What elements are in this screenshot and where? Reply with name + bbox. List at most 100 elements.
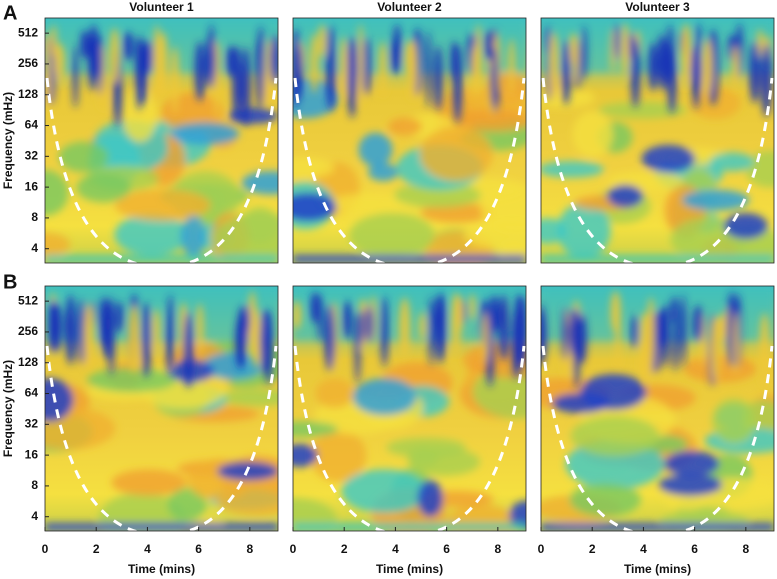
heatmap-stripes	[293, 23, 515, 124]
heatmap-blob	[76, 173, 131, 203]
heatmap-stripes	[45, 23, 278, 128]
heatmap-stripe	[692, 43, 700, 110]
heatmap-stripe	[657, 308, 667, 345]
heatmap-stripe	[561, 40, 571, 105]
heatmap-blob	[293, 498, 338, 531]
heatmap-stripe	[749, 41, 761, 104]
heatmap-blob	[87, 367, 177, 393]
heatmap-bottom	[541, 255, 774, 263]
heatmap-stripe	[434, 297, 442, 338]
y-tick-label: 128	[18, 87, 38, 101]
heatmap	[541, 18, 774, 263]
heatmap-stripe	[419, 312, 427, 342]
x-tick-label: 8	[246, 542, 253, 556]
heatmap-stripe	[318, 24, 327, 58]
heatmap-stripe	[378, 41, 388, 97]
heatmap-stripe	[153, 24, 161, 105]
heatmap-stripe	[269, 35, 278, 85]
heatmap-stripe	[490, 47, 498, 109]
heatmap-stripe	[498, 294, 509, 361]
panel-title: Volunteer 2	[377, 0, 442, 14]
heatmap-stripe	[453, 44, 463, 124]
heatmap-stripe	[469, 293, 476, 321]
panel-title: Volunteer 1	[129, 0, 194, 14]
heatmap	[541, 286, 774, 531]
heatmap-blob	[293, 443, 318, 468]
heatmap	[293, 18, 526, 263]
heatmap-stripe	[659, 37, 668, 92]
heatmap-stripe	[357, 23, 364, 104]
heatmap-blob	[171, 122, 240, 145]
heatmap-stripe	[256, 42, 265, 110]
heatmap-stripe	[702, 39, 713, 96]
heatmap-blob	[572, 111, 613, 158]
heatmap-blob	[641, 144, 696, 173]
y-tick-label: 512	[18, 25, 38, 39]
heatmap-stripe	[647, 297, 655, 375]
heatmap-stripe	[577, 313, 587, 365]
heatmap-stripe	[158, 32, 168, 99]
heatmap-blob	[358, 132, 393, 167]
y-tick-label: 128	[18, 355, 38, 369]
cone-of-influence	[541, 345, 774, 531]
heatmap-stripe	[610, 27, 616, 75]
heatmap-blob	[167, 487, 207, 522]
x-tick-label: 8	[742, 542, 749, 556]
heatmap	[293, 286, 526, 531]
heatmap-blob	[557, 202, 611, 259]
plot-frame	[540, 285, 775, 532]
y-tick-label: 4	[31, 241, 38, 255]
heatmap-stripe	[482, 312, 489, 364]
heatmap	[45, 286, 278, 531]
heatmap-stripe	[757, 29, 764, 58]
heatmap-stripe	[471, 44, 481, 97]
panel-title: Volunteer 3	[625, 0, 690, 14]
y-tick-label: 512	[18, 293, 38, 307]
x-tick-label: 0	[42, 542, 49, 556]
heatmap-blob	[315, 378, 355, 409]
heatmap-stripe	[380, 296, 389, 367]
heatmap-stripe	[310, 33, 319, 93]
heatmap-stripe	[324, 304, 336, 372]
heatmap-stripe	[631, 315, 639, 349]
heatmap-stripe	[152, 309, 161, 354]
cone-of-influence	[541, 77, 774, 263]
y-tick-label: 64	[25, 386, 39, 400]
heatmap-blob	[658, 473, 723, 497]
heatmap-stripe	[45, 46, 51, 105]
y-axis-label: Frequency (mHz)	[1, 92, 15, 189]
x-tick-label: 0	[538, 542, 545, 556]
x-tick-label: 2	[93, 542, 100, 556]
heatmap-stripe	[141, 302, 151, 378]
heatmap-blob	[45, 232, 71, 257]
y-tick-label: 4	[31, 509, 38, 523]
heatmap-stripe	[128, 305, 140, 374]
heatmap-stripe	[695, 23, 702, 60]
y-tick-label: 32	[25, 416, 39, 430]
y-tick-label: 16	[25, 447, 39, 461]
heatmap-blob	[388, 117, 422, 136]
heatmap-stripe	[80, 29, 90, 60]
heatmap-blob	[408, 448, 481, 476]
heatmap-stripe	[357, 309, 364, 345]
heatmap-stripe	[508, 38, 515, 95]
heatmap-stripe	[568, 308, 580, 357]
heatmap-blob	[310, 429, 367, 482]
heatmap-blob	[326, 193, 418, 215]
heatmap	[45, 18, 278, 263]
heatmap-blob	[682, 189, 750, 211]
heatmap-stripe	[259, 309, 270, 374]
y-tick-label: 64	[25, 118, 39, 132]
heatmap-blob	[341, 469, 427, 514]
heatmap-blob	[349, 212, 435, 258]
plot-frame	[540, 17, 775, 264]
heatmap-blob	[122, 86, 158, 143]
heatmap-stripe	[237, 306, 245, 368]
heatmap-stripe	[392, 24, 402, 73]
heatmap-stripe	[226, 45, 236, 77]
x-tick-label: 6	[195, 542, 202, 556]
heatmap-stripe	[183, 311, 194, 389]
heatmap-stripe	[50, 25, 57, 58]
heatmap-blob	[452, 109, 526, 132]
